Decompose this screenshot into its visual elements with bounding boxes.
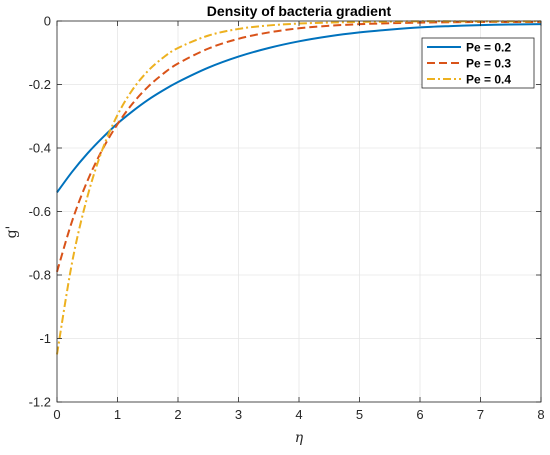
series-line-1 xyxy=(56,23,542,194)
x-tick-label: 7 xyxy=(477,407,484,422)
y-tick-label: -1.2 xyxy=(29,395,51,410)
legend: Pe = 0.2 Pe = 0.3 Pe = 0.4 xyxy=(421,37,535,89)
tick-labels: 0 1 2 3 4 5 6 7 8 -1.2 -1 -0.8 -0.6 -0.4 -0.2 0 xyxy=(29,14,545,423)
x-tick-label: 6 xyxy=(416,407,423,422)
y-tick-label: 0 xyxy=(44,14,51,29)
x-tick-label: 1 xyxy=(114,407,121,422)
x-tick-label: 5 xyxy=(356,407,363,422)
x-axis-label: η xyxy=(295,430,304,446)
x-tick-label: 4 xyxy=(295,407,302,422)
x-tick-label: 3 xyxy=(235,407,242,422)
ticks xyxy=(56,20,542,403)
legend-label-3: Pe = 0.4 xyxy=(466,73,511,87)
y-tick-label: -0.4 xyxy=(29,141,51,156)
series-line-2 xyxy=(56,20,541,273)
x-tick-label: 8 xyxy=(537,407,544,422)
x-tick-label: 0 xyxy=(53,407,60,422)
legend-label-1: Pe = 0.2 xyxy=(466,41,511,55)
x-tick-label: 2 xyxy=(174,407,181,422)
chart-title: Density of bacteria gradient xyxy=(207,3,392,19)
y-tick-label: -1 xyxy=(39,331,51,346)
legend-label-2: Pe = 0.3 xyxy=(466,57,511,71)
y-axis-label: g' xyxy=(4,226,20,239)
y-tick-label: -0.8 xyxy=(29,268,51,283)
y-tick-label: -0.6 xyxy=(29,204,51,219)
y-tick-label: -0.2 xyxy=(29,77,51,92)
